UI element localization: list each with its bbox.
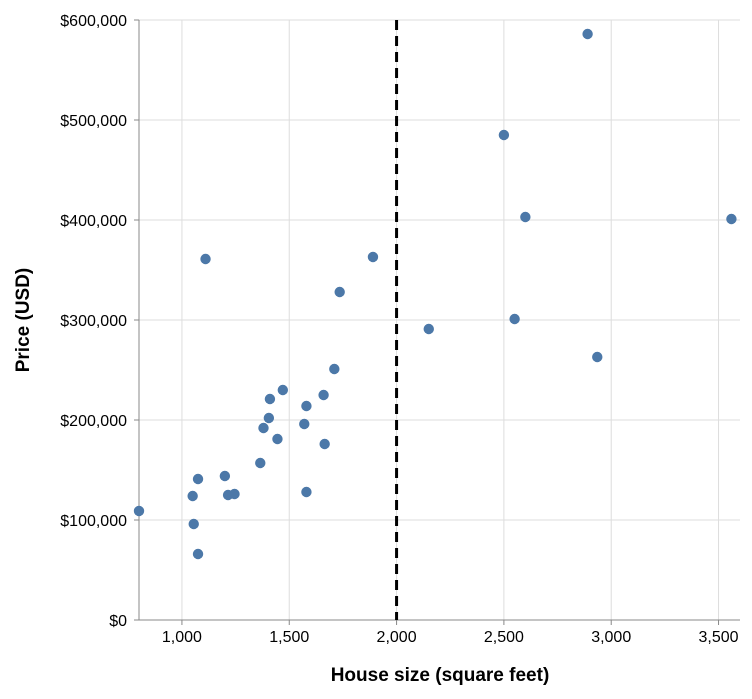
y-tick-label: $300,000 — [60, 313, 127, 330]
data-point — [318, 389, 329, 401]
data-point — [329, 363, 340, 375]
y-tick-label: $400,000 — [60, 213, 127, 230]
x-tick-label: 2,500 — [484, 629, 524, 646]
tick-labels: 1,000 1,500 2,000 2,500 3,000 3,500 $0 $100,000… — [60, 13, 738, 646]
data-point — [277, 384, 289, 396]
data-point — [187, 490, 198, 502]
data-point — [229, 488, 240, 500]
data-point — [301, 486, 312, 498]
data-point — [423, 323, 434, 335]
data-point — [255, 457, 266, 469]
data-point — [264, 393, 276, 405]
x-tick-label: 1,500 — [269, 629, 309, 646]
data-point — [367, 251, 379, 263]
data-point — [520, 211, 531, 223]
grid — [139, 19, 740, 621]
data-point — [192, 473, 204, 485]
data-point — [498, 129, 510, 141]
data-points — [133, 28, 737, 560]
data-point — [319, 438, 330, 450]
data-point — [299, 418, 310, 430]
data-point — [334, 286, 345, 298]
y-tick-label: $0 — [109, 613, 127, 630]
data-point — [133, 505, 145, 517]
y-tick-label: $200,000 — [60, 413, 127, 430]
x-tick-label: 1,000 — [162, 629, 202, 646]
data-point — [726, 213, 737, 225]
x-tick-label: 3,500 — [699, 629, 739, 646]
y-tick-label: $600,000 — [60, 13, 127, 30]
data-point — [192, 548, 204, 560]
data-point — [582, 28, 593, 40]
data-point — [272, 433, 283, 445]
data-point — [219, 470, 231, 482]
data-point — [509, 313, 520, 325]
axes — [134, 19, 740, 625]
x-tick-label: 2,000 — [377, 629, 417, 646]
data-point — [263, 412, 275, 424]
y-tick-label: $500,000 — [60, 113, 127, 130]
data-point — [592, 351, 603, 363]
x-axis-title: House size (square feet) — [331, 665, 550, 686]
x-tick-label: 3,000 — [591, 629, 631, 646]
y-tick-label: $100,000 — [60, 513, 127, 530]
data-point — [188, 518, 199, 530]
data-point — [258, 422, 269, 434]
y-axis-title: Price (USD) — [13, 268, 34, 373]
data-point — [301, 400, 312, 412]
data-point — [200, 253, 211, 265]
